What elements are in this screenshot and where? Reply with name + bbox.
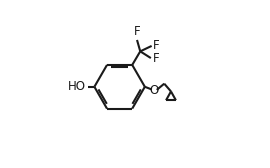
Text: O: O xyxy=(150,84,159,97)
Text: F: F xyxy=(153,39,160,52)
Text: HO: HO xyxy=(68,80,86,93)
Text: F: F xyxy=(152,52,159,65)
Text: F: F xyxy=(134,25,140,38)
